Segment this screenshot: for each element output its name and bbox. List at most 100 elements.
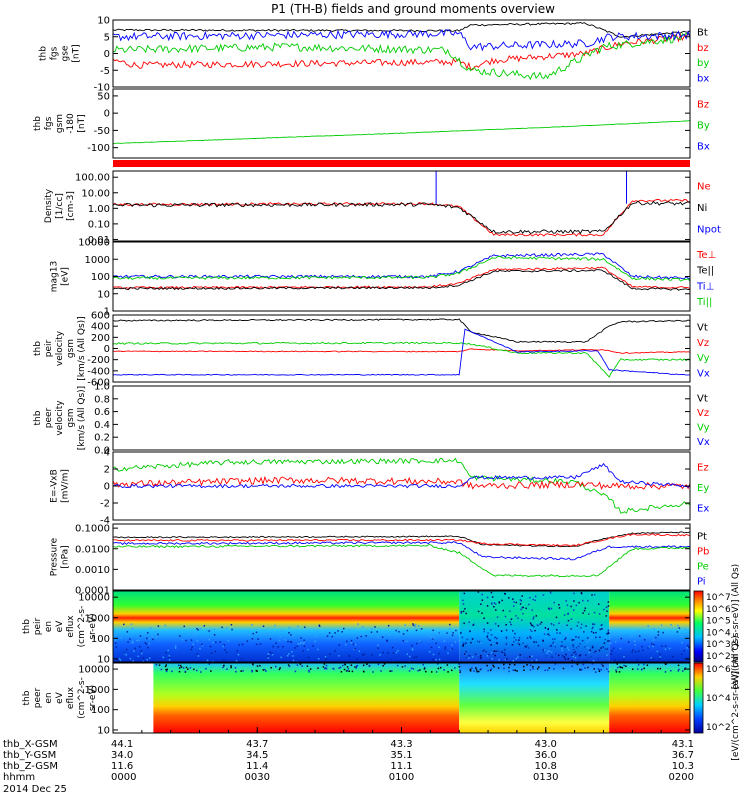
legend-entry: Pb (697, 547, 709, 558)
panel-fgs_gsm: 50 0 -50 -100 thb fgs gsm -180 [nT] Bz By Bx (33, 88, 710, 159)
axis-label: eV (55, 620, 65, 633)
tick-label: 0.0010 (75, 565, 110, 576)
colorbar-tick-label: 10^5 (706, 617, 731, 627)
spectrogram-gap (113, 663, 154, 733)
tick-label: 200 (91, 333, 110, 344)
axis-label: peer (33, 687, 43, 708)
series-line-peir_vel-2 (113, 341, 690, 378)
footer-value: 11.4 (246, 761, 268, 772)
tick-label: 100.00 (75, 173, 110, 184)
spectrogram-right (609, 663, 690, 733)
colorbar-tick-label: 10^2 (706, 652, 731, 662)
footer-row-label: thb_Z-GSM (3, 761, 58, 772)
tick-label: 50 (97, 91, 110, 102)
tick-label: -10 (94, 83, 110, 94)
legend-entry: Pi (697, 577, 706, 588)
footer: thb_X-GSM 44.1 43.7 43.3 43.0 43.1 thb_Y-GSM 34… (3, 727, 694, 795)
axis-label: [nT] (72, 44, 82, 62)
tick-label: 5 (104, 32, 110, 43)
series-line-peir_vel-3 (113, 328, 690, 376)
tick-label: -2 (100, 499, 110, 510)
series-line-fgs-3 (113, 29, 690, 52)
legend-entry: Ti|| (696, 297, 712, 308)
series-line-pressure-1 (113, 533, 690, 547)
footer-value: 34.0 (111, 750, 133, 761)
tick-label: 100 (91, 705, 110, 716)
axis-label: peir (33, 617, 43, 635)
panel-efield: 4 2 0 -2 -4 E=-VxB [mV/m] Ez Ey Ex (50, 448, 710, 527)
panel-density: 100.00 10.00 1.00 0.10 0.01 Density [1/cc] [cm-… (44, 170, 721, 246)
footer-value: 10.8 (535, 761, 557, 772)
series-group-peir_vel (113, 318, 690, 378)
panel-frame (112, 523, 691, 591)
axis-label: eflux (66, 615, 76, 638)
tick-label: -600 (87, 378, 110, 389)
tick-label: 1.0 (94, 382, 110, 393)
colorbar-label: [eV/(cm^2-s-sr-eV)] (All Qs) (731, 564, 741, 689)
tick-label: 10 (97, 725, 110, 736)
panel-pressure: 0.1000 0.0100 0.0010 0.0001 Pressure [nPa] Pt P… (50, 523, 709, 597)
footer-value: 44.1 (111, 739, 133, 750)
series-line-efield-2 (113, 462, 690, 489)
colorbar-tick-label: 10^3 (706, 640, 731, 650)
plot-title: P1 (TH-B) fields and ground moments over… (271, 2, 555, 16)
legend-entry: by (697, 58, 709, 69)
footer-value: 36.7 (672, 750, 694, 761)
colorbars: 10^710^610^510^410^310^2 [eV/(cm^2-s-sr-e… (693, 564, 741, 761)
legend-entry: Ti⊥ (696, 281, 714, 292)
colorbar-tick-label: 10^2 (706, 723, 731, 733)
axis-label: velocity (55, 400, 65, 436)
tick-label: 600 (91, 311, 110, 322)
colorbar-tick-label: 10^6 (706, 605, 731, 615)
series-group-fgs (113, 22, 690, 81)
legend-entry: bz (697, 43, 709, 54)
panel-frame (112, 314, 691, 383)
series-line-peir_vel-0 (113, 318, 690, 343)
tick-label: -5 (100, 66, 110, 77)
series-line-fgs_gsm-0 (113, 120, 690, 144)
footer-value: 43.1 (672, 739, 694, 750)
axis-label: [km/s (All Qs)] (77, 386, 87, 450)
axis-label: mag13 (50, 261, 60, 292)
axis-label: peer (44, 407, 54, 428)
tick-label: 10000 (78, 238, 110, 249)
series-group-fgs_gsm (113, 120, 690, 144)
colorbar-colorbar2: 10^6 10^4 10^2 [eV/(cm^2-s-sr-eV)] (All Qs) (693, 635, 741, 761)
tick-label: 400 (91, 322, 110, 333)
panel-peer_vel: 1.00.8 0.6 0.4 0.2 0.0 thb peer velocity gsm [km/… (33, 382, 710, 457)
panel-frame (112, 451, 691, 521)
panel-peir_en: 10000 1000 100 10 thb peir en eV eflux (cm^2-s-sr… (22, 590, 691, 665)
axis-label: fgs (50, 46, 60, 60)
tick-label: 10000 (78, 593, 110, 604)
footer-value: 0100 (389, 772, 414, 783)
axis-label: thb (22, 619, 32, 634)
axis-label: thb (33, 116, 43, 131)
legend-entry: Te|| (696, 266, 714, 277)
colorbar-tick-label: 10^7 (706, 593, 731, 603)
series-group-pressure (113, 531, 690, 578)
legend-entry: Ez (697, 462, 709, 473)
series-line-pressure-0 (113, 531, 690, 548)
footer-row-label: thb_Y-GSM (3, 750, 56, 761)
legend-entry: bx (697, 73, 709, 84)
axis-label: [nPa] (61, 545, 71, 568)
legend-entry: Ex (697, 504, 709, 515)
tick-label: -400 (87, 366, 110, 377)
legend-entry: Vz (697, 338, 709, 349)
legend-entry: Bt (697, 28, 708, 39)
axis-label: -180 (66, 113, 76, 134)
series-line-peir_vel-1 (113, 348, 690, 354)
tick-label: 10.00 (81, 188, 110, 199)
axis-label: sr-eV) (88, 613, 98, 639)
footer-value: 11.6 (111, 761, 133, 772)
tick-label: 0.4 (94, 420, 110, 431)
tick-label: -100 (87, 143, 110, 154)
axis-label: en (44, 621, 54, 632)
axis-label: [mV/m] (61, 469, 71, 503)
axis-label: gse (61, 45, 71, 61)
series-line-temp-1 (113, 255, 690, 282)
axis-label: gsm (55, 114, 65, 133)
footer-row-label: thb_X-GSM (3, 739, 58, 750)
axis-label: [1/cc] (55, 193, 65, 219)
footer-value: 10.3 (672, 761, 694, 772)
